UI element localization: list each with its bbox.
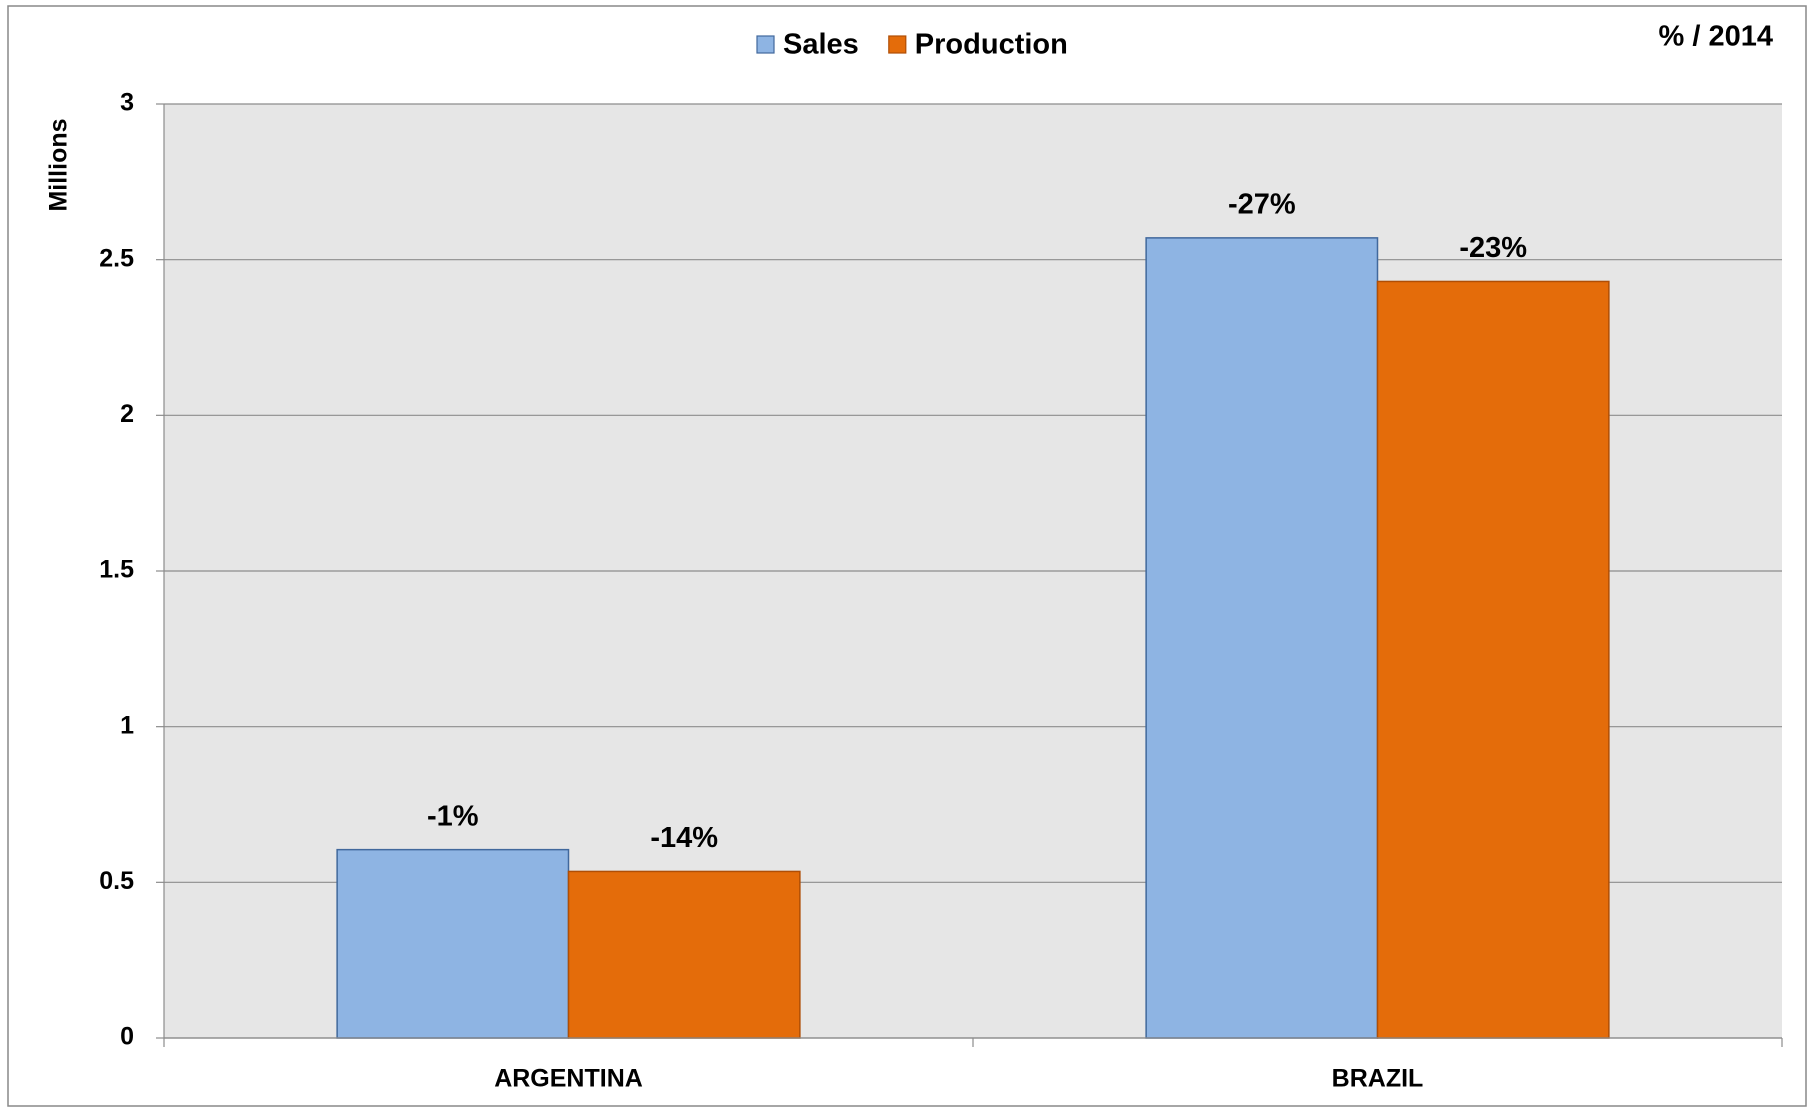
y-tick-label: 2.5 <box>99 244 134 272</box>
bar <box>567 870 801 1039</box>
y-tick-label: 1 <box>120 711 134 739</box>
legend-label: Sales <box>783 29 859 61</box>
bar <box>1145 237 1379 1039</box>
legend-label: Production <box>915 29 1068 61</box>
legend-swatch <box>756 35 775 54</box>
y-tick-label: 0.5 <box>99 867 134 895</box>
y-tick-label: 1.5 <box>99 556 134 584</box>
y-tick-label: 0 <box>120 1023 134 1051</box>
change-label: -1% <box>427 800 479 832</box>
y-tick-label: 3 <box>120 89 134 117</box>
bar <box>1376 280 1610 1039</box>
x-tick-label: BRAZIL <box>1332 1065 1424 1093</box>
change-label: -27% <box>1228 189 1296 221</box>
corner-label: % / 2014 <box>1659 21 1773 53</box>
y-axis-label: Millions <box>45 118 73 211</box>
legend-swatch <box>888 35 907 54</box>
x-tick-label: ARGENTINA <box>494 1065 643 1093</box>
change-label: -14% <box>650 822 718 854</box>
y-tick-label: 2 <box>120 400 134 428</box>
bar <box>336 848 570 1039</box>
change-label: -23% <box>1459 232 1527 264</box>
